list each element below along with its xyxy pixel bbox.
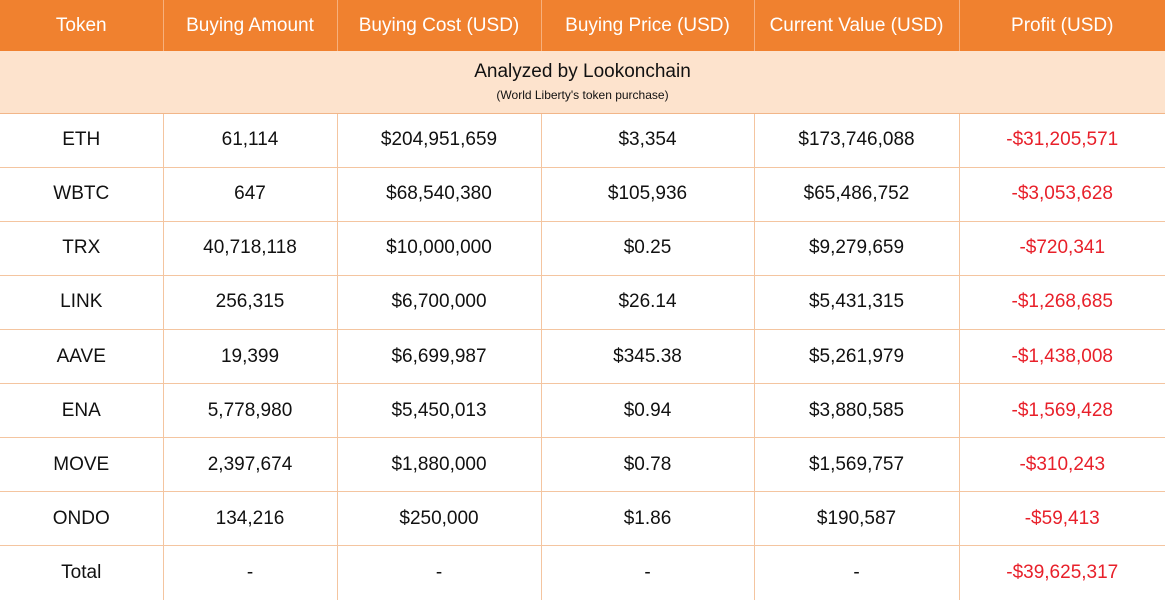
banner-row: Analyzed by Lookonchain (World Liberty's… bbox=[0, 51, 1165, 114]
table-row: TRX 40,718,118 $10,000,000 $0.25 $9,279,659-… bbox=[0, 221, 1165, 276]
cell-profit: -$1,569,428 bbox=[959, 383, 1165, 439]
cell-buying-amount: 256,315 bbox=[163, 275, 338, 330]
table-body: Analyzed by Lookonchain (World Liberty's… bbox=[0, 51, 1165, 600]
cell-token: TRX bbox=[0, 221, 164, 276]
banner-subtitle: (World Liberty's token purchase) bbox=[496, 87, 669, 102]
cell-profit: -$59,413 bbox=[959, 491, 1165, 547]
cell-buying-amount: 647 bbox=[163, 167, 338, 222]
table-row: LINK 256,315 $6,700,000 $26.14 $5,431,315 -$1… bbox=[0, 275, 1165, 330]
header-row: Token Buying Amount Buying Cost (USD) Bu… bbox=[0, 0, 1165, 51]
cell-buying-cost: - bbox=[337, 545, 542, 600]
cell-token: ONDO bbox=[0, 491, 164, 547]
table-row: Total - - - - -$39,625,317 bbox=[0, 545, 1165, 600]
cell-current-value: $9,279,659 bbox=[754, 221, 960, 276]
cell-current-value: $173,746,088 bbox=[754, 113, 960, 168]
cell-buying-price: $26.14 bbox=[541, 275, 755, 330]
table-row: WBTC 647 $68,540,380 $105,936 $65,486,752 -$3… bbox=[0, 167, 1165, 222]
cell-buying-cost: $10,000,000 bbox=[337, 221, 542, 276]
header-current-value: Current Value (USD) bbox=[754, 0, 960, 51]
cell-buying-amount: - bbox=[163, 545, 338, 600]
cell-profit: -$3,053,628 bbox=[959, 167, 1165, 222]
cell-buying-price: $3,354 bbox=[541, 113, 755, 168]
cell-token: AAVE bbox=[0, 329, 164, 385]
table-row: ETH 61,114 $204,951,659 $3,354 $173,746,088-… bbox=[0, 113, 1165, 168]
cell-buying-price: $105,936 bbox=[541, 167, 755, 222]
cell-current-value: $5,261,979 bbox=[754, 329, 960, 385]
cell-buying-price: $0.94 bbox=[541, 383, 755, 439]
header-profit: Profit (USD) bbox=[959, 0, 1165, 51]
cell-buying-price: $0.78 bbox=[541, 437, 755, 493]
table-row: ENA 5,778,980 $5,450,013 $0.94 $3,880,585 -$1… bbox=[0, 383, 1165, 439]
cell-buying-price: $345.38 bbox=[541, 329, 755, 385]
cell-current-value: $1,569,757 bbox=[754, 437, 960, 493]
cell-profit: -$310,243 bbox=[959, 437, 1165, 493]
cell-buying-cost: $68,540,380 bbox=[337, 167, 542, 222]
cell-profit: -$1,268,685 bbox=[959, 275, 1165, 330]
cell-current-value: $5,431,315 bbox=[754, 275, 960, 330]
cell-buying-cost: $250,000 bbox=[337, 491, 542, 547]
header-buying-cost: Buying Cost (USD) bbox=[337, 0, 542, 51]
cell-token: ETH bbox=[0, 113, 164, 168]
cell-current-value: $65,486,752 bbox=[754, 167, 960, 222]
cell-token: WBTC bbox=[0, 167, 164, 222]
table-row: MOVE 2,397,674 $1,880,000 $0.78 $1,569,757 -$… bbox=[0, 437, 1165, 493]
cell-buying-price: - bbox=[541, 545, 755, 600]
cell-buying-cost: $1,880,000 bbox=[337, 437, 542, 493]
cell-buying-price: $0.25 bbox=[541, 221, 755, 276]
cell-profit: -$31,205,571 bbox=[959, 113, 1165, 168]
header-token: Token bbox=[0, 0, 164, 51]
header-buying-amount: Buying Amount bbox=[163, 0, 338, 51]
cell-profit: -$39,625,317 bbox=[959, 545, 1165, 600]
cell-current-value: $190,587 bbox=[754, 491, 960, 547]
cell-buying-amount: 134,216 bbox=[163, 491, 338, 547]
cell-buying-price: $1.86 bbox=[541, 491, 755, 547]
cell-buying-cost: $204,951,659 bbox=[337, 113, 542, 168]
cell-token: Total bbox=[0, 545, 164, 600]
cell-profit: -$1,438,008 bbox=[959, 329, 1165, 385]
table-header: Token Buying Amount Buying Cost (USD) Bu… bbox=[0, 0, 1165, 51]
cell-buying-amount: 40,718,118 bbox=[163, 221, 338, 276]
cell-token: ENA bbox=[0, 383, 164, 439]
header-buying-price: Buying Price (USD) bbox=[541, 0, 755, 51]
cell-current-value: - bbox=[754, 545, 960, 600]
cell-buying-amount: 61,114 bbox=[163, 113, 338, 168]
cell-current-value: $3,880,585 bbox=[754, 383, 960, 439]
cell-buying-cost: $5,450,013 bbox=[337, 383, 542, 439]
cell-profit: -$720,341 bbox=[959, 221, 1165, 276]
cell-buying-cost: $6,700,000 bbox=[337, 275, 542, 330]
cell-token: LINK bbox=[0, 275, 164, 330]
cell-buying-amount: 2,397,674 bbox=[163, 437, 338, 493]
banner-title: Analyzed by Lookonchain bbox=[474, 60, 691, 82]
table-row: AAVE 19,399 $6,699,987 $345.38 $5,261,979 -$1… bbox=[0, 329, 1165, 385]
cell-buying-amount: 19,399 bbox=[163, 329, 338, 385]
cell-buying-amount: 5,778,980 bbox=[163, 383, 338, 439]
banner-cell: Analyzed by Lookonchain (World Liberty's… bbox=[0, 51, 1165, 114]
cell-token: MOVE bbox=[0, 437, 164, 493]
table-row: ONDO 134,216 $250,000 $1.86 $190,587 -$59,413 bbox=[0, 491, 1165, 547]
cell-buying-cost: $6,699,987 bbox=[337, 329, 542, 385]
